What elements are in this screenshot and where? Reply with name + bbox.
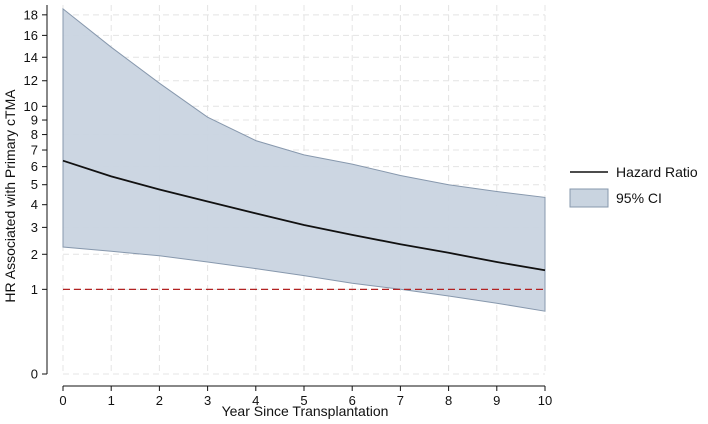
- y-tick-label: 2: [31, 247, 38, 262]
- legend-label-ci: 95% CI: [616, 190, 662, 206]
- ci-band-layer: [62, 7, 546, 312]
- y-tick-label: 16: [24, 28, 38, 43]
- legend-label-hazard-ratio: Hazard Ratio: [616, 164, 698, 180]
- y-tick-label: 14: [24, 50, 38, 65]
- x-tick-label: 6: [349, 393, 356, 408]
- hazard-ratio-line-layer: [62, 159, 546, 272]
- ci-band: [62, 7, 546, 312]
- y-tick-label: 7: [31, 143, 38, 158]
- x-tick-label: 8: [445, 393, 452, 408]
- x-tick-label: 3: [204, 393, 211, 408]
- y-tick-label: 9: [31, 113, 38, 128]
- x-axis-title: Year Since Transplantation: [222, 403, 389, 419]
- y-tick-label: 12: [24, 73, 38, 88]
- y-axis-title: HR Associated with Primary cTMA: [2, 89, 18, 303]
- y-tick-label: 6: [31, 159, 38, 174]
- y-tick-label: 4: [31, 197, 38, 212]
- x-tick-label: 2: [156, 393, 163, 408]
- y-tick-label: 1: [31, 282, 38, 297]
- x-tick-label: 9: [493, 393, 500, 408]
- y-tick-label: 8: [31, 127, 38, 142]
- y-tick-label: 5: [31, 177, 38, 192]
- legend: Hazard Ratio 95% CI: [569, 164, 698, 208]
- x-tick-label: 1: [108, 393, 115, 408]
- legend-band-swatch: [569, 188, 609, 208]
- y-tick-label: 10: [24, 99, 38, 114]
- x-tick-labels: 0 1 2 3 4 5 6 7 8 9 10: [59, 393, 552, 408]
- axes: [42, 5, 546, 391]
- x-tick-label: 0: [59, 393, 66, 408]
- x-tick-label: 5: [300, 393, 307, 408]
- y-tick-label: 0: [31, 367, 38, 382]
- y-tick-label: 18: [24, 7, 38, 22]
- x-tick-label: 4: [252, 393, 259, 408]
- hazard-ratio-line: [62, 159, 546, 272]
- x-tick-label: 7: [397, 393, 404, 408]
- x-tick-label: 10: [538, 393, 552, 408]
- y-tick-label: 3: [31, 220, 38, 235]
